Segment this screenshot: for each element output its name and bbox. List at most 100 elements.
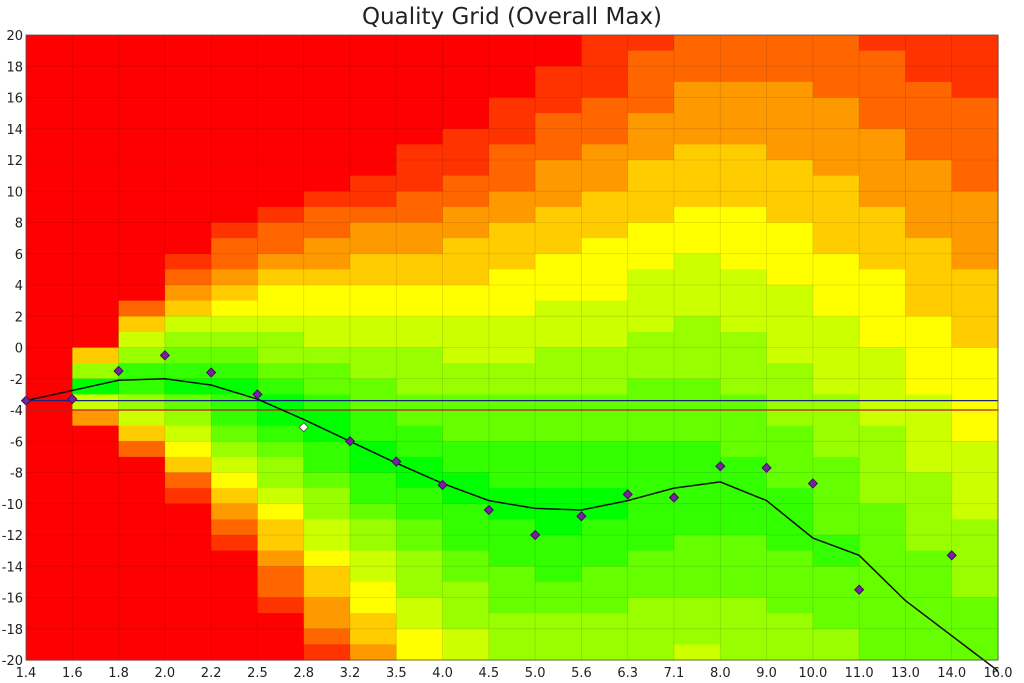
heatmap-cell	[488, 613, 536, 630]
y-tick-label: -20	[2, 654, 23, 669]
heatmap-cell	[211, 503, 259, 520]
y-tick-label: -16	[2, 592, 23, 607]
heatmap-cell	[257, 644, 305, 661]
heatmap-cell	[442, 644, 490, 661]
heatmap-cell	[488, 363, 536, 380]
heatmap-cell	[396, 285, 444, 302]
heatmap-cell	[303, 394, 351, 411]
heatmap-cell	[627, 97, 675, 114]
heatmap-cell	[812, 206, 860, 224]
data-point	[946, 550, 957, 561]
heatmap-cell	[674, 519, 721, 536]
heatmap-cell	[26, 597, 73, 614]
heatmap-cell	[488, 488, 536, 505]
y-tick-label: -18	[2, 623, 23, 638]
heatmap-cell	[72, 300, 120, 317]
heatmap-cell	[488, 472, 536, 489]
heatmap-cell	[164, 253, 212, 270]
heatmap-cell	[535, 363, 583, 380]
heatmap-cell	[396, 628, 444, 645]
heatmap-cell	[905, 50, 953, 67]
data-point	[159, 350, 170, 361]
heatmap-cell	[118, 269, 166, 286]
heatmap-cell	[164, 206, 212, 224]
heatmap-cell	[859, 628, 907, 645]
heatmap-cell	[535, 378, 583, 395]
heatmap-cell	[581, 566, 629, 583]
heatmap-cell	[581, 113, 629, 130]
heatmap-cell	[859, 566, 907, 583]
heatmap-cell	[488, 191, 536, 208]
heatmap-cell	[627, 175, 675, 192]
heatmap-cell	[211, 644, 259, 661]
heatmap-cell	[859, 269, 907, 286]
heatmap-cell	[905, 394, 953, 411]
heatmap-cell	[211, 35, 259, 52]
heatmap-cell	[488, 113, 536, 130]
heatmap-cell	[720, 363, 768, 380]
heatmap-cell	[72, 175, 120, 192]
heatmap-cell	[627, 535, 675, 552]
heatmap-cell	[488, 550, 536, 567]
heatmap-cell	[951, 269, 999, 286]
heatmap-cell	[766, 378, 814, 395]
heatmap-cell	[164, 191, 212, 208]
x-tick-label: 2.8	[293, 666, 314, 681]
heatmap-cell	[627, 425, 675, 442]
heatmap-cell	[350, 550, 397, 567]
heatmap-cell	[350, 300, 397, 317]
heatmap-cell	[951, 613, 999, 630]
heatmap-cell	[674, 238, 721, 255]
heatmap-cell	[72, 456, 120, 474]
heatmap-cell	[396, 331, 444, 349]
y-tick-label: 20	[6, 29, 23, 44]
heatmap-cell	[72, 519, 120, 536]
heatmap-cell	[905, 644, 953, 661]
heatmap-cell	[627, 191, 675, 208]
heatmap-cell	[951, 97, 999, 114]
heatmap-cell	[211, 206, 259, 224]
heatmap-cell	[581, 300, 629, 317]
reference-lines	[26, 400, 998, 411]
heatmap-cell	[674, 644, 721, 661]
heatmap-cell	[488, 535, 536, 552]
heatmap-cell	[859, 519, 907, 536]
heatmap-cell	[26, 425, 73, 442]
heatmap-cell	[674, 378, 721, 395]
heatmap-cell	[720, 613, 768, 630]
heatmap-cell	[627, 456, 675, 474]
heatmap-cell	[812, 597, 860, 614]
heatmap-cell	[72, 363, 120, 380]
y-tick-label: -8	[10, 467, 23, 482]
heatmap-cell	[396, 410, 444, 427]
heatmap-cell	[303, 347, 351, 364]
heatmap-cell	[488, 238, 536, 255]
heatmap-cell	[951, 519, 999, 536]
heatmap-cell	[812, 535, 860, 552]
heatmap-cell	[674, 285, 721, 302]
heatmap-cell	[72, 394, 120, 411]
heatmap-cell	[257, 253, 305, 270]
y-tick-label: 4	[15, 279, 23, 294]
heatmap-cell	[766, 628, 814, 645]
heatmap-cell	[164, 410, 212, 427]
heatmap-cell	[164, 238, 212, 255]
heatmap-cell	[72, 50, 120, 67]
heatmap-cell	[72, 191, 120, 208]
heatmap-cell	[118, 191, 166, 208]
heatmap-cell	[581, 378, 629, 395]
heatmap-cell	[396, 35, 444, 52]
heatmap-cell	[257, 66, 305, 83]
heatmap-cell	[211, 425, 259, 442]
y-tick-label: 2	[15, 310, 23, 325]
heatmap-cell	[118, 144, 166, 161]
heatmap-cell	[720, 238, 768, 255]
heatmap-cell	[951, 222, 999, 239]
heatmap-cell	[303, 488, 351, 505]
heatmap-cell	[535, 300, 583, 317]
heatmap-cell	[766, 269, 814, 286]
heatmap-cell	[905, 503, 953, 520]
heatmap-cell	[211, 144, 259, 161]
data-point	[668, 492, 680, 503]
heatmap-cell	[164, 81, 212, 99]
